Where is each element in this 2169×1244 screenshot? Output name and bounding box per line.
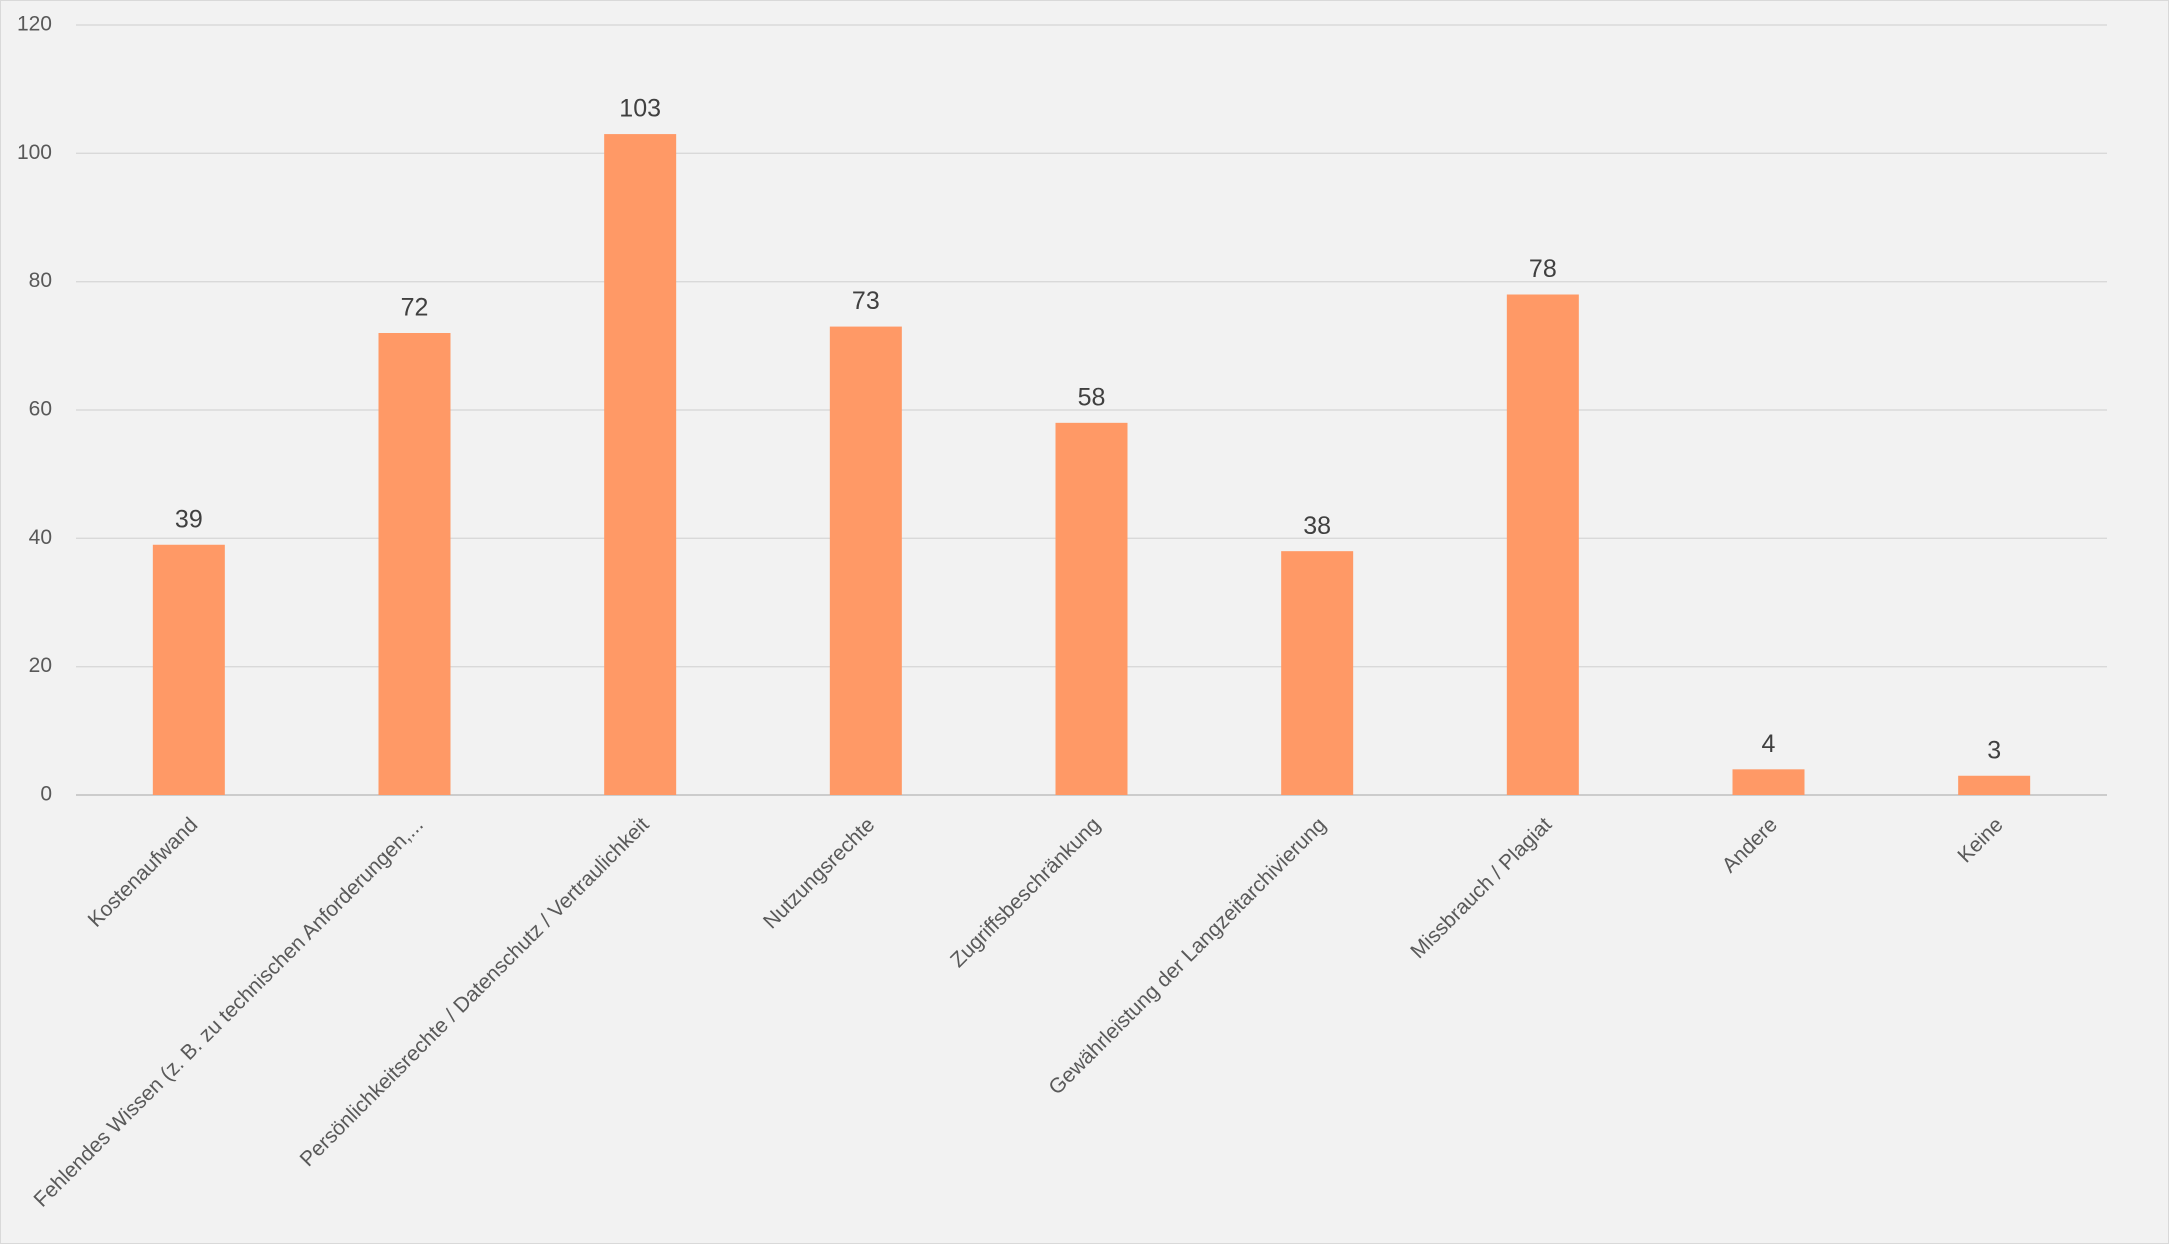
bar: [604, 134, 677, 796]
data-label: 78: [1529, 255, 1557, 283]
bar: [1506, 294, 1579, 795]
y-tick-label: 40: [29, 526, 52, 549]
data-label: 103: [619, 95, 661, 123]
bar: [829, 326, 902, 795]
data-label: 38: [1303, 512, 1331, 540]
y-tick-label: 120: [17, 13, 52, 36]
bar: [1055, 422, 1128, 795]
bar: [1732, 769, 1805, 795]
bar: [378, 333, 451, 795]
y-tick-label: 80: [29, 269, 52, 292]
bar: [1958, 775, 2031, 795]
y-tick-label: 0: [40, 783, 52, 806]
data-label: 4: [1762, 730, 1776, 758]
y-tick-label: 20: [29, 654, 52, 677]
data-label: 3: [1987, 736, 2001, 764]
bar: [1281, 551, 1354, 795]
data-label: 58: [1078, 383, 1106, 411]
bar: [152, 544, 225, 795]
y-tick-label: 60: [29, 398, 52, 421]
data-label: 72: [401, 294, 429, 322]
y-tick-label: 100: [17, 141, 52, 164]
data-label: 73: [852, 287, 880, 315]
data-label: 39: [175, 505, 203, 533]
